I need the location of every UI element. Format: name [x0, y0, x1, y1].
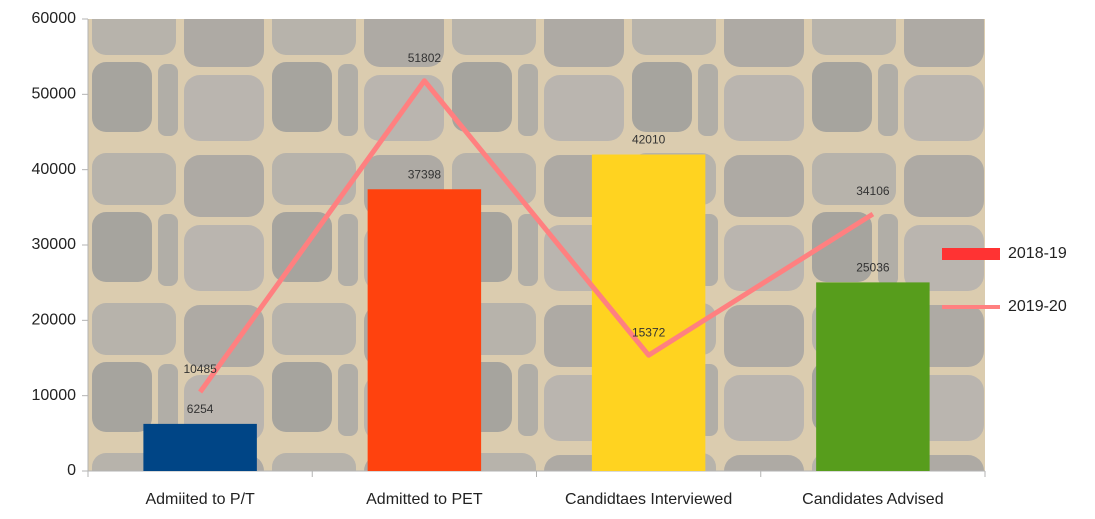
data-label: 25036 — [856, 261, 890, 275]
data-label: 37398 — [408, 167, 442, 181]
legend-label: 2019-20 — [1008, 298, 1067, 315]
y-tick-label: 0 — [67, 462, 76, 479]
data-label: 15372 — [632, 325, 666, 339]
x-tick-label: Candidates Advised — [802, 491, 943, 508]
x-tick-label: Admiited to P/T — [145, 491, 255, 508]
data-label: 6254 — [187, 402, 214, 416]
x-tick-label: Admitted to PET — [366, 491, 483, 508]
legend-label: 2018-19 — [1008, 245, 1067, 262]
data-label: 10485 — [183, 362, 217, 376]
data-label: 51802 — [408, 51, 442, 65]
y-tick-label: 40000 — [32, 161, 77, 178]
bar — [143, 423, 257, 471]
line — [198, 78, 875, 394]
x-tick-label: Candidtaes Interviewed — [565, 491, 732, 508]
legend-swatch — [942, 248, 1000, 260]
bar — [816, 282, 930, 471]
y-tick-label: 30000 — [32, 236, 77, 253]
y-tick-label: 60000 — [32, 10, 77, 27]
bar — [367, 189, 482, 471]
data-label: 34106 — [856, 184, 890, 198]
data-label: 42010 — [632, 133, 666, 147]
y-tick-label: 10000 — [32, 387, 77, 404]
bar — [591, 154, 706, 472]
y-tick-label: 50000 — [32, 86, 77, 103]
y-tick-label: 20000 — [32, 312, 77, 329]
